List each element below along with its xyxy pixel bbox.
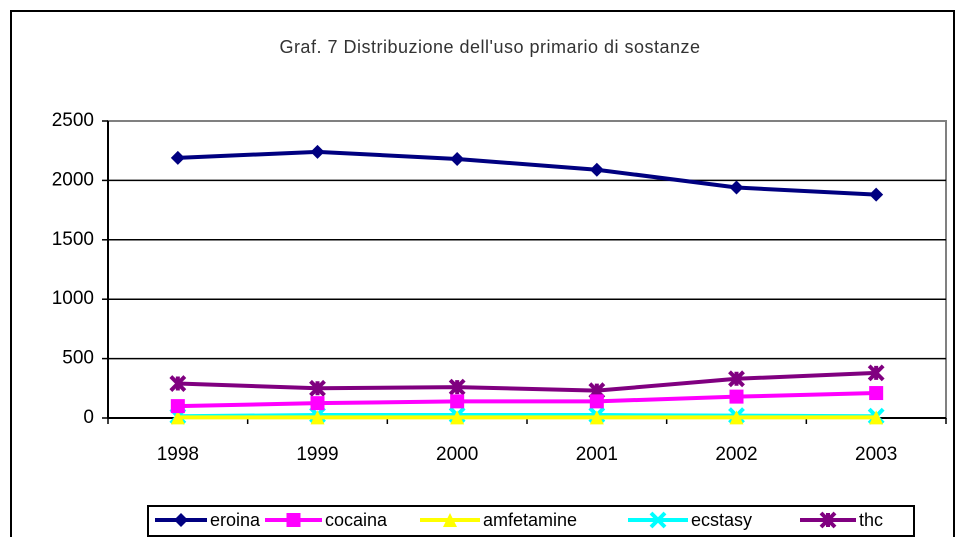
x-tick-label: 2001 <box>576 444 618 465</box>
legend-label: eroina <box>210 510 261 530</box>
data-point <box>867 364 885 382</box>
y-tick-label: 1000 <box>52 288 94 309</box>
data-point <box>170 399 185 414</box>
data-point <box>450 394 465 409</box>
series-line <box>177 149 877 197</box>
legend-marker <box>649 511 667 529</box>
data-point <box>310 410 325 425</box>
legend-label: amfetamine <box>483 510 577 530</box>
legend-label: thc <box>859 510 883 530</box>
legend-marker <box>286 513 301 527</box>
x-tick-label: 1999 <box>296 444 338 465</box>
x-tick-label: 2003 <box>855 444 897 465</box>
legend-marker <box>443 513 457 527</box>
legend-label: ecstasy <box>691 510 752 530</box>
y-tick-label: 0 <box>83 407 94 428</box>
y-tick-label: 500 <box>62 348 94 369</box>
data-point <box>309 379 326 397</box>
x-tick-label: 2002 <box>715 444 757 465</box>
data-point <box>310 144 325 159</box>
data-point <box>170 410 185 425</box>
data-point <box>170 150 185 165</box>
data-point <box>450 152 465 167</box>
data-point <box>310 396 325 411</box>
y-tick-label: 2500 <box>52 110 94 131</box>
x-tick-label: 2000 <box>436 444 478 465</box>
series-line <box>177 391 877 409</box>
data-point <box>589 410 604 425</box>
data-point <box>729 180 744 195</box>
legend-marker <box>174 513 188 527</box>
series-line <box>177 370 877 393</box>
data-point <box>169 375 187 392</box>
data-point <box>869 410 884 425</box>
data-point <box>869 386 884 401</box>
data-point <box>589 394 604 409</box>
data-point <box>729 410 744 425</box>
plot-area <box>107 120 947 419</box>
y-tick-label: 1500 <box>52 229 94 250</box>
y-tick-label: 2000 <box>52 169 94 190</box>
data-point <box>729 389 744 404</box>
data-point <box>450 410 465 425</box>
x-tick-label: 1998 <box>157 444 199 465</box>
legend-label: cocaina <box>325 510 388 530</box>
data-point <box>448 378 466 396</box>
data-point <box>589 162 604 177</box>
data-point <box>869 187 884 202</box>
chart-title: Graf. 7 Distribuzione dell'uso primario … <box>279 37 700 57</box>
legend-marker <box>819 511 837 529</box>
data-point <box>728 370 745 388</box>
